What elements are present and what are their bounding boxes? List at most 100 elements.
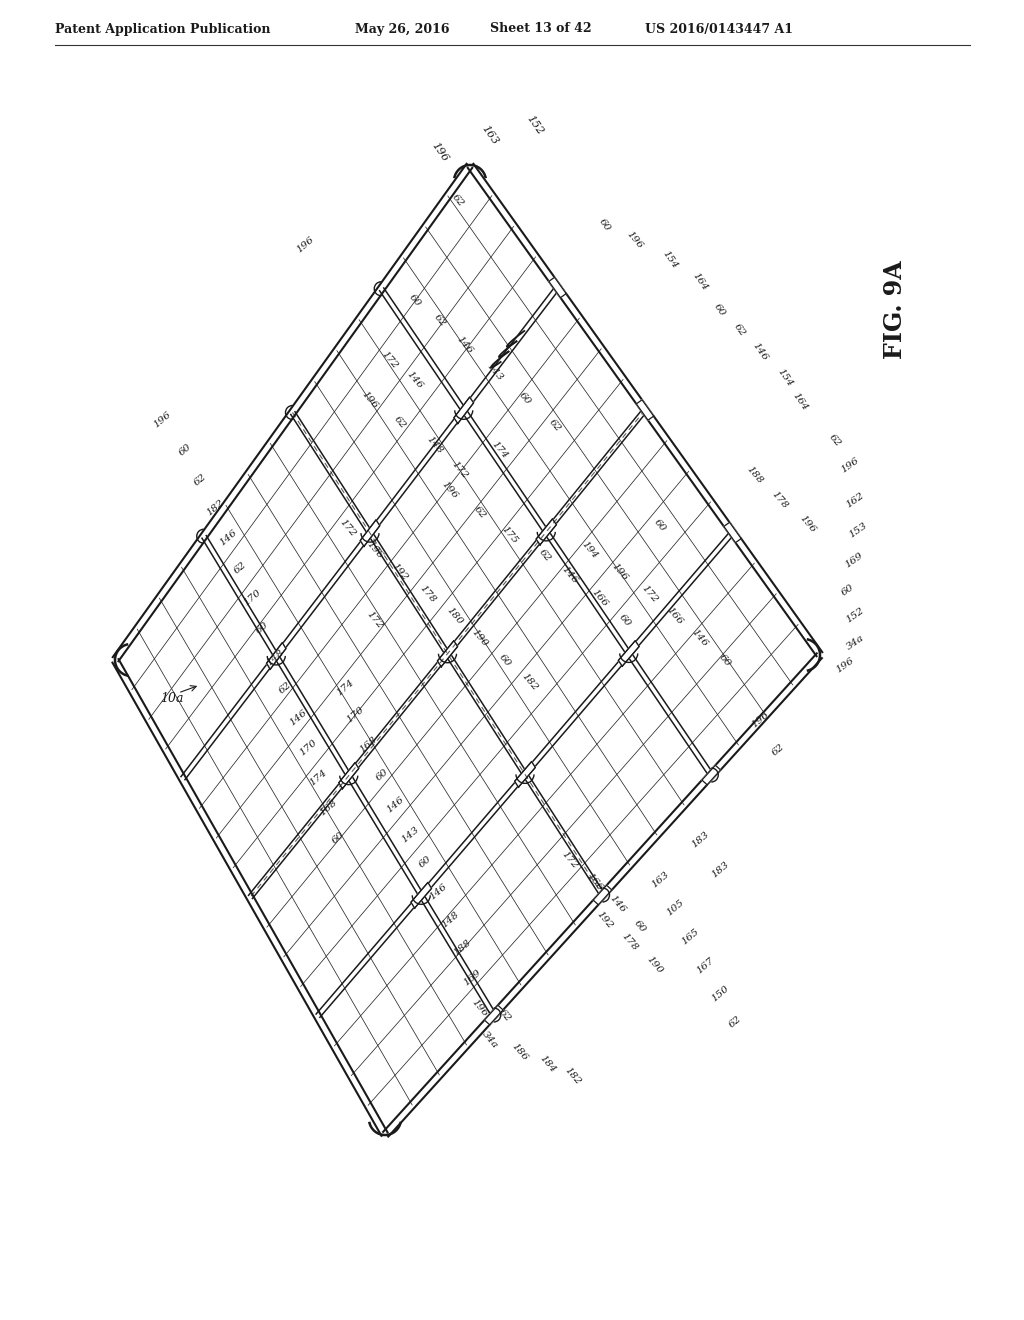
Text: 150: 150: [710, 985, 730, 1003]
Text: 196: 196: [626, 230, 645, 251]
Text: 153: 153: [847, 520, 868, 540]
Text: 60: 60: [617, 612, 633, 628]
Text: 60: 60: [177, 442, 193, 458]
Text: 196: 196: [610, 561, 630, 582]
Text: 174: 174: [307, 768, 329, 788]
Polygon shape: [537, 519, 556, 545]
Text: 60: 60: [517, 389, 532, 407]
Text: 196: 196: [430, 140, 451, 164]
Text: 183: 183: [710, 861, 730, 880]
Text: 172: 172: [380, 350, 399, 371]
Text: 60: 60: [713, 302, 727, 318]
Text: 190: 190: [470, 627, 489, 648]
Text: 34a: 34a: [845, 632, 865, 651]
Text: 60: 60: [417, 854, 433, 870]
Text: 168: 168: [317, 799, 339, 818]
Polygon shape: [360, 520, 380, 546]
Text: 169: 169: [844, 550, 864, 569]
Text: 178: 178: [770, 490, 790, 511]
Text: 60: 60: [254, 620, 270, 636]
Text: 164: 164: [791, 391, 809, 413]
Text: 180: 180: [445, 606, 465, 627]
Text: Patent Application Publication: Patent Application Publication: [55, 22, 270, 36]
Text: FIG. 9A: FIG. 9A: [883, 260, 907, 359]
Text: 60: 60: [374, 767, 390, 783]
Text: 178: 178: [418, 583, 438, 605]
Polygon shape: [484, 1006, 503, 1024]
Polygon shape: [636, 400, 653, 420]
Text: 182: 182: [520, 672, 540, 693]
Text: 146: 146: [217, 528, 239, 548]
Text: 170: 170: [298, 738, 318, 758]
Text: US 2016/0143447 A1: US 2016/0143447 A1: [645, 22, 793, 36]
Text: 170: 170: [344, 705, 366, 725]
Text: 60: 60: [840, 582, 856, 598]
Text: 163: 163: [480, 123, 501, 147]
Text: 62: 62: [232, 560, 248, 576]
Text: 62: 62: [827, 432, 843, 447]
Text: 192: 192: [595, 909, 614, 931]
Text: 183: 183: [689, 830, 711, 850]
Text: 146: 146: [608, 894, 628, 915]
Text: 152: 152: [524, 114, 545, 137]
Text: 148: 148: [439, 911, 461, 929]
Text: 146: 146: [455, 334, 475, 355]
Text: Sheet 13 of 42: Sheet 13 of 42: [490, 22, 592, 36]
Text: 196: 196: [366, 540, 385, 561]
Text: 172: 172: [560, 850, 580, 870]
Text: 62: 62: [727, 1014, 743, 1030]
Text: 62: 62: [472, 504, 487, 520]
Text: 172: 172: [640, 583, 659, 605]
Text: 143: 143: [399, 825, 421, 845]
Text: 10a: 10a: [160, 692, 183, 705]
Text: 146: 146: [406, 370, 425, 391]
Text: 152: 152: [844, 606, 865, 624]
Text: 186: 186: [510, 1041, 529, 1063]
Text: 60: 60: [330, 830, 346, 846]
Text: 170: 170: [242, 589, 262, 607]
Text: 196: 196: [840, 455, 861, 474]
Text: 182: 182: [205, 498, 225, 517]
Text: 60: 60: [408, 292, 423, 308]
Text: 60: 60: [652, 517, 668, 533]
Text: 62: 62: [538, 546, 553, 562]
Polygon shape: [339, 763, 358, 789]
Text: 60: 60: [598, 216, 612, 234]
Text: 166: 166: [666, 606, 685, 627]
Text: 146: 146: [384, 795, 406, 814]
Text: 166: 166: [590, 587, 610, 609]
Text: 196: 196: [470, 998, 489, 1019]
Polygon shape: [724, 523, 741, 543]
Polygon shape: [701, 766, 721, 785]
Text: 143: 143: [485, 362, 505, 383]
Text: 146: 146: [751, 342, 769, 363]
Text: 34a: 34a: [480, 1030, 500, 1051]
Text: 167: 167: [694, 956, 716, 975]
Text: 62: 62: [547, 417, 563, 433]
Text: 164: 164: [690, 272, 710, 293]
Text: 188: 188: [452, 939, 472, 958]
Text: 62: 62: [770, 742, 786, 758]
Text: 192: 192: [390, 561, 410, 582]
Text: 146: 146: [560, 565, 580, 586]
Text: 62: 62: [451, 191, 466, 209]
Text: 175: 175: [500, 524, 520, 545]
Text: 62: 62: [392, 414, 408, 430]
Polygon shape: [411, 883, 431, 908]
Text: 60: 60: [632, 917, 648, 935]
Text: 146: 146: [288, 708, 308, 727]
Text: 182: 182: [563, 1065, 583, 1086]
Text: 178: 178: [621, 932, 640, 953]
Polygon shape: [549, 277, 566, 298]
Text: 105: 105: [665, 898, 685, 917]
Text: 148: 148: [264, 648, 286, 668]
Text: 196: 196: [440, 479, 460, 500]
Polygon shape: [266, 643, 286, 669]
Text: 169: 169: [462, 968, 482, 987]
Polygon shape: [515, 762, 536, 787]
Text: 60: 60: [717, 652, 733, 668]
Text: 165: 165: [680, 927, 700, 946]
Text: May 26, 2016: May 26, 2016: [355, 22, 450, 36]
Text: 188: 188: [745, 465, 765, 486]
Text: 154: 154: [660, 249, 679, 271]
